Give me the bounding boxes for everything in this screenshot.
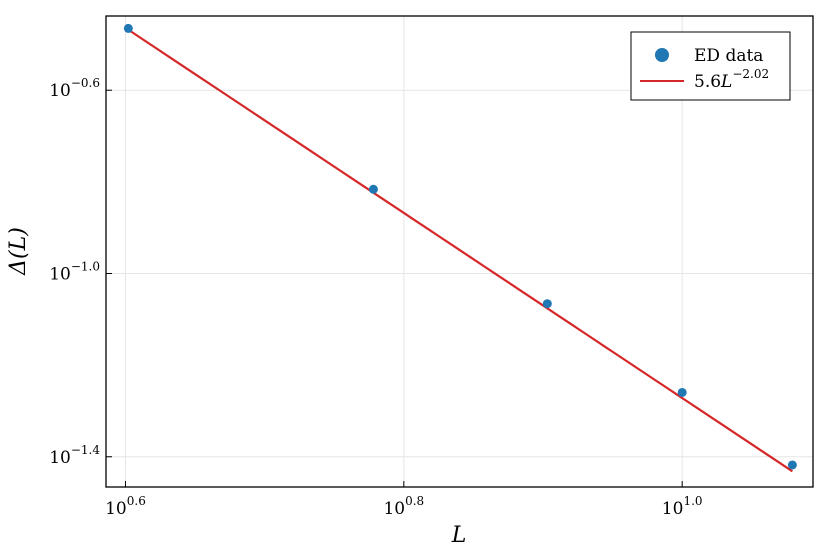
legend: ED data 5.6L−2.02 — [630, 31, 791, 101]
fit-line — [127, 28, 793, 473]
y-tick-label-2: 10−1.4 — [49, 443, 100, 468]
data-point-2 — [542, 299, 552, 309]
legend-line-exp: −2.02 — [732, 67, 769, 81]
legend-line-var: L — [720, 72, 732, 92]
data-point-1 — [368, 184, 378, 194]
plot-area — [123, 23, 797, 473]
legend-line-coef: 5.6 — [694, 72, 721, 92]
data-point-3 — [677, 387, 687, 397]
data-point-0 — [123, 23, 133, 33]
legend-scatter-marker — [655, 48, 669, 62]
legend-line-label: 5.6L−2.02 — [694, 67, 769, 92]
legend-scatter-label: ED data — [694, 46, 763, 66]
ticks: 100.6 100.8 101.0 10−0.6 10−1.0 10−1.4 — [49, 76, 702, 519]
legend-box — [630, 31, 791, 101]
y-tick-label-0: 10−0.6 — [49, 76, 100, 101]
x-axis-label: L — [451, 523, 467, 548]
x-tick-label-1: 100.8 — [383, 494, 424, 519]
x-tick-label-2: 101.0 — [662, 494, 703, 519]
plot-frame — [105, 15, 814, 488]
x-tick-label-0: 100.6 — [105, 494, 146, 519]
y-axis-label: Δ(L) — [6, 227, 31, 276]
y-tick-label-1: 10−1.0 — [49, 259, 100, 284]
data-point-4 — [787, 460, 797, 470]
